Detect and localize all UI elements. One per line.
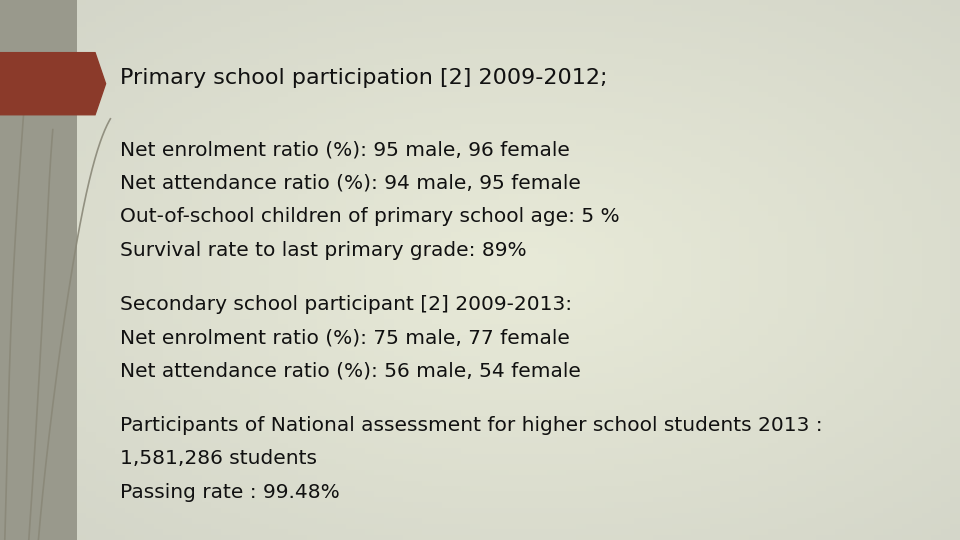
Text: Net attendance ratio (%): 56 male, 54 female: Net attendance ratio (%): 56 male, 54 fe… [120, 362, 581, 381]
Text: Net enrolment ratio (%): 95 male, 96 female: Net enrolment ratio (%): 95 male, 96 fem… [120, 140, 570, 159]
Text: 1,581,286 students: 1,581,286 students [120, 449, 317, 468]
Text: Net enrolment ratio (%): 75 male, 77 female: Net enrolment ratio (%): 75 male, 77 fem… [120, 328, 570, 347]
Text: Secondary school participant [2] 2009-2013:: Secondary school participant [2] 2009-20… [120, 295, 572, 314]
Text: Net attendance ratio (%): 94 male, 95 female: Net attendance ratio (%): 94 male, 95 fe… [120, 174, 581, 193]
Text: Out-of-school children of primary school age: 5 %: Out-of-school children of primary school… [120, 207, 619, 226]
Text: Passing rate : 99.48%: Passing rate : 99.48% [120, 483, 340, 502]
Text: Participants of National assessment for higher school students 2013 :: Participants of National assessment for … [120, 416, 823, 435]
Text: Primary school participation [2] 2009-2012;: Primary school participation [2] 2009-20… [120, 68, 608, 87]
Text: Survival rate to last primary grade: 89%: Survival rate to last primary grade: 89% [120, 241, 527, 260]
Polygon shape [0, 53, 106, 115]
